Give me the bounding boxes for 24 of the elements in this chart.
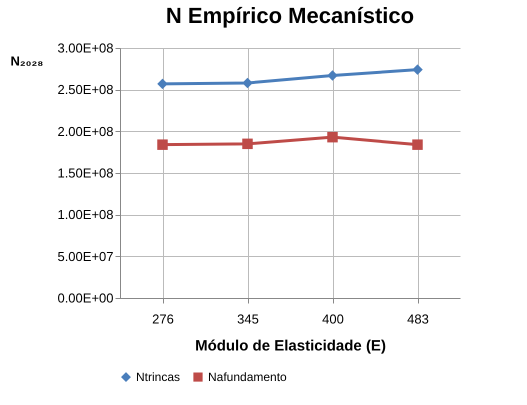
y-tick-label: 1.50E+08	[57, 166, 114, 180]
y-tick-label: 2.00E+08	[57, 124, 114, 139]
point	[327, 132, 338, 142]
point	[242, 78, 253, 88]
y-tick-label: 2.50E+08	[57, 82, 114, 98]
y-tick-label: 1.00E+08	[57, 207, 114, 222]
x-tick-label: 276	[152, 312, 174, 326]
y-tick-label: 3.00E+08	[57, 40, 114, 56]
point	[327, 70, 338, 81]
legend-label: Ntrincas	[136, 370, 180, 384]
x-tick-label: 400	[322, 312, 344, 326]
point	[242, 138, 253, 150]
point	[157, 78, 168, 90]
x-tick-label: 483	[407, 312, 429, 326]
y-tick-label: 0.00E+00	[57, 290, 114, 306]
point	[412, 64, 423, 75]
y-axis-title: N₂₀₂₈	[10, 54, 44, 68]
point	[157, 139, 168, 150]
point	[412, 139, 423, 150]
chart-title: N Empírico Mecanístico	[166, 3, 414, 28]
legend-label: Nafundamento	[208, 370, 288, 384]
y-tick-label: 5.00E+07	[57, 248, 114, 264]
x-tick-label: 345	[237, 312, 259, 326]
x-axis-title: Módulo de Elasticidade (E)	[195, 338, 386, 354]
